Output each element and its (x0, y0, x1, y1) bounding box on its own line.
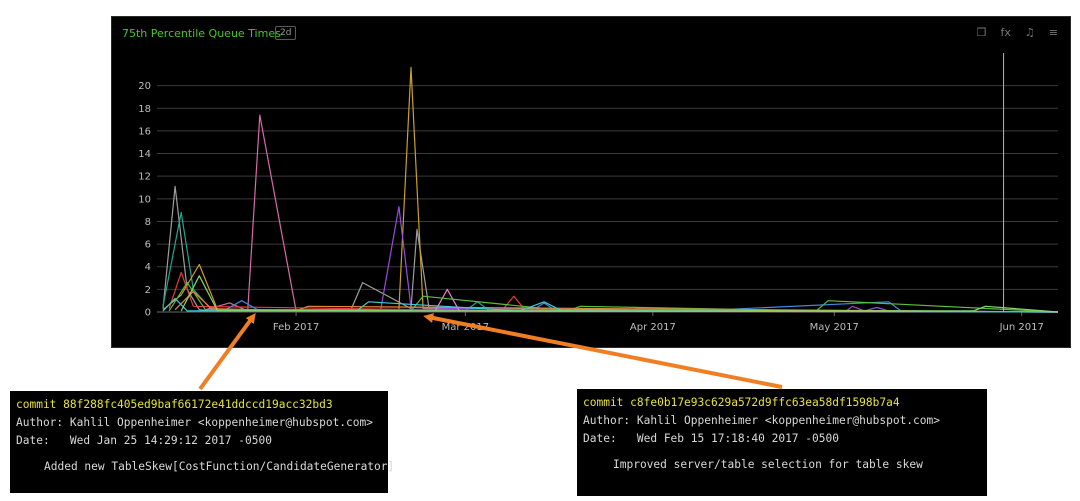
commit-hash[interactable]: c8fe0b17e93c629a572d9ffc63ea58df1598b7a4 (630, 396, 900, 409)
y-tick-label: 4 (145, 262, 151, 273)
series-line-12 (180, 275, 1059, 313)
y-tick-label: 6 (145, 240, 151, 251)
commit-label: commit 88f288fc405ed9baf66172e41ddccd19a… (16, 398, 333, 411)
commit-author: Author: Kahlil Oppenheimer <koppenheimer… (583, 414, 940, 427)
chart-ticks: 0 2 4 6 8 10 12 14 16 18 20 Feb 2017 Mar 2017 Apr 201… (138, 81, 1044, 333)
series-line-10 (174, 291, 1059, 313)
queue-times-chart: 0 2 4 6 8 10 12 14 16 18 20 Feb 2017 Mar 2017 Apr 201… (138, 53, 1059, 333)
range-badge[interactable]: 2d (275, 26, 297, 40)
panel-toolbar: ❐ fx ♫ ≡ (977, 26, 1058, 40)
series-line-5 (380, 206, 1059, 313)
y-tick-label: 2 (145, 285, 151, 296)
y-tick-label: 12 (138, 172, 151, 183)
series-line-2 (162, 211, 1059, 313)
series-line-3 (205, 114, 1059, 313)
copy-icon[interactable]: ❐ (976, 26, 987, 39)
commit-info-right: commit c8fe0b17e93c629a572d9ffc63ea58df1… (577, 389, 987, 496)
fx-icon[interactable]: fx (1000, 26, 1011, 39)
chart-grid (157, 85, 1058, 316)
y-tick-label: 18 (138, 104, 151, 115)
y-tick-label: 16 (138, 126, 151, 137)
bell-icon[interactable]: ♫ (1024, 26, 1035, 39)
commit-author: Author: Kahlil Oppenheimer <koppenheimer… (16, 416, 373, 429)
menu-icon[interactable]: ≡ (1048, 26, 1058, 39)
commit-message: Improved server/table selection for tabl… (613, 458, 923, 471)
commit-message: Added new TableSkew[CostFunction/Candida… (44, 460, 395, 473)
y-tick-label: 10 (138, 194, 151, 205)
commit-hash[interactable]: 88f288fc405ed9baf66172e41ddccd19acc32bd3 (63, 398, 333, 411)
y-tick-label: 14 (138, 149, 151, 160)
commit-info-left: commit 88f288fc405ed9baf66172e41ddccd19a… (10, 391, 395, 493)
commit-date: Date: Wed Jan 25 14:29:12 2017 -0500 (16, 434, 272, 447)
y-tick-label: 0 (145, 308, 151, 319)
series-line-11 (162, 297, 1059, 313)
x-tick-label: Jun 2017 (999, 322, 1044, 333)
y-tick-label: 8 (145, 217, 151, 228)
chart-panel: 0 2 4 6 8 10 12 14 16 18 20 Feb 2017 Mar 2017 Apr 201… (111, 16, 1071, 348)
x-tick-label: Feb 2017 (273, 322, 319, 333)
x-tick-label: Mar 2017 (442, 322, 490, 333)
x-tick-label: May 2017 (810, 322, 859, 333)
commit-date: Date: Wed Feb 15 17:18:40 2017 -0500 (583, 432, 839, 445)
series-line-6 (168, 271, 1059, 313)
series-line-4 (162, 66, 1059, 313)
panel-title[interactable]: 75th Percentile Queue Times (122, 27, 281, 40)
chart-series (162, 66, 1059, 313)
commit-label: commit c8fe0b17e93c629a572d9ffc63ea58df1… (583, 396, 900, 409)
x-tick-label: Apr 2017 (630, 322, 676, 333)
series-line-9 (168, 282, 1059, 313)
y-tick-label: 20 (138, 81, 151, 92)
series-line-7 (223, 300, 1059, 313)
series-line-1 (162, 185, 1059, 313)
